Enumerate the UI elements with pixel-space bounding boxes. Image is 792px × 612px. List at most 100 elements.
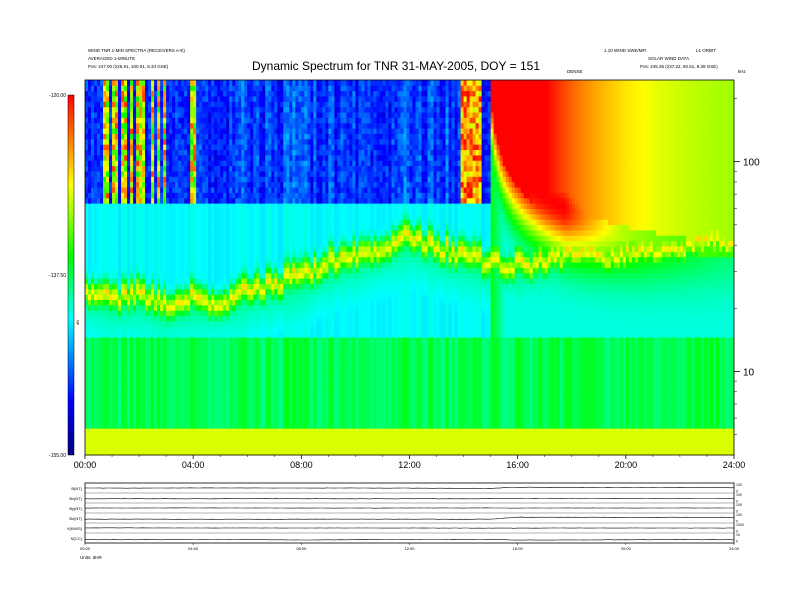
spectrogram-cell xyxy=(145,418,148,424)
spectrogram-cell xyxy=(241,332,244,338)
spectrogram-cell xyxy=(151,385,154,391)
spectrogram-cell xyxy=(88,193,91,199)
spectrogram-cell xyxy=(124,407,127,413)
spectrogram-cell xyxy=(166,284,169,290)
spectrogram-cell xyxy=(220,214,223,220)
spectrogram-cell xyxy=(187,85,190,91)
spectrogram-cell xyxy=(118,144,121,150)
spectrogram-cell xyxy=(133,273,136,279)
spectrogram-cell xyxy=(124,385,127,391)
spectrogram-cell xyxy=(85,150,88,156)
spectrogram-cell xyxy=(217,300,220,306)
spectrogram-cell xyxy=(271,364,274,370)
spectrogram-cell xyxy=(181,198,184,204)
spectrogram-cell xyxy=(169,332,172,338)
spectrogram-cell xyxy=(166,128,169,134)
spectrogram-cell xyxy=(172,214,175,220)
spectrogram-cell xyxy=(256,107,259,113)
spectrogram-cell xyxy=(241,316,244,322)
spectrogram-cell xyxy=(214,364,217,370)
spectrogram-cell xyxy=(136,353,139,359)
spectrogram-cell xyxy=(262,182,265,188)
spectrogram-cell xyxy=(139,289,142,295)
spectrogram-cell xyxy=(244,428,247,434)
spectrogram-cell xyxy=(97,246,100,252)
spectrogram-cell xyxy=(163,450,166,456)
spectrogram-cell xyxy=(121,91,124,97)
spectrogram-cell xyxy=(184,107,187,113)
spectrogram-cell xyxy=(229,182,232,188)
spectrogram-cell xyxy=(115,150,118,156)
spectrogram-cell xyxy=(160,203,163,209)
spectrogram-cell xyxy=(109,209,112,215)
spectrogram-cell xyxy=(172,412,175,418)
spectrogram-cell xyxy=(160,294,163,300)
spectrogram-cell xyxy=(205,219,208,225)
spectrogram-cell xyxy=(172,203,175,209)
spectrogram-cell xyxy=(250,150,253,156)
spectrogram-cell xyxy=(271,262,274,268)
spectrogram-cell xyxy=(295,316,298,322)
spectrogram-cell xyxy=(85,418,88,424)
spectrogram-cell xyxy=(190,219,193,225)
spectrogram-cell xyxy=(190,316,193,322)
spectrogram-cell xyxy=(130,225,133,231)
spectrogram-cell xyxy=(109,214,112,220)
spectrogram-cell xyxy=(223,235,226,241)
spectrogram-cell xyxy=(253,118,256,124)
spectrogram-cell xyxy=(211,332,214,338)
spectrogram-cell xyxy=(139,187,142,193)
spectrogram-cell xyxy=(244,96,247,102)
spectrogram-cell xyxy=(181,80,184,86)
spectrogram-cell xyxy=(211,134,214,140)
spectrogram-cell xyxy=(97,176,100,182)
spectrogram-cell xyxy=(163,284,166,290)
spectrogram-cell xyxy=(298,380,301,386)
spectrogram-cell xyxy=(202,160,205,166)
spectrogram-cell xyxy=(232,128,235,134)
spectrogram-cell xyxy=(106,343,109,349)
spectrogram-cell xyxy=(127,450,130,456)
spectrogram-cell xyxy=(292,85,295,91)
spectrogram-cell xyxy=(178,198,181,204)
spectrogram-cell xyxy=(169,251,172,257)
spectrogram-cell xyxy=(106,80,109,86)
spectrogram-cell xyxy=(97,203,100,209)
spectrogram-cell xyxy=(166,385,169,391)
spectrogram-cell xyxy=(241,118,244,124)
spectrogram-cell xyxy=(106,364,109,370)
spectrogram-cell xyxy=(196,439,199,445)
spectrogram-cell xyxy=(220,396,223,402)
spectrogram-cell xyxy=(172,380,175,386)
spectrogram-cell xyxy=(223,310,226,316)
spectrogram-cell xyxy=(94,439,97,445)
spectrogram-cell xyxy=(88,364,91,370)
spectrogram-cell xyxy=(283,123,286,129)
spectrogram-cell xyxy=(172,385,175,391)
spectrogram-cell xyxy=(223,225,226,231)
spectrogram-cell xyxy=(178,182,181,188)
spectrogram-cell xyxy=(238,294,241,300)
spectrogram-cell xyxy=(100,96,103,102)
spectrogram-cell xyxy=(118,423,121,429)
spectrogram-cell xyxy=(91,235,94,241)
spectrogram-cell xyxy=(289,375,292,381)
spectrogram-cell xyxy=(295,337,298,343)
spectrogram-cell xyxy=(145,310,148,316)
spectrogram-cell xyxy=(295,225,298,231)
spectrogram-cell xyxy=(283,284,286,290)
spectrogram-cell xyxy=(286,182,289,188)
spectrogram-cell xyxy=(175,353,178,359)
spectrogram-cell xyxy=(229,369,232,375)
spectrogram-cell xyxy=(172,193,175,199)
spectrogram-cell xyxy=(157,268,160,274)
spectrogram-cell xyxy=(193,369,196,375)
spectrogram-cell xyxy=(214,225,217,231)
spectrogram-cell xyxy=(142,257,145,263)
spectrogram-cell xyxy=(139,380,142,386)
spectrogram-cell xyxy=(289,401,292,407)
spectrogram-cell xyxy=(133,257,136,263)
spectrogram-cell xyxy=(193,294,196,300)
spectrogram-cell xyxy=(280,128,283,134)
spectrogram-cell xyxy=(247,112,250,118)
